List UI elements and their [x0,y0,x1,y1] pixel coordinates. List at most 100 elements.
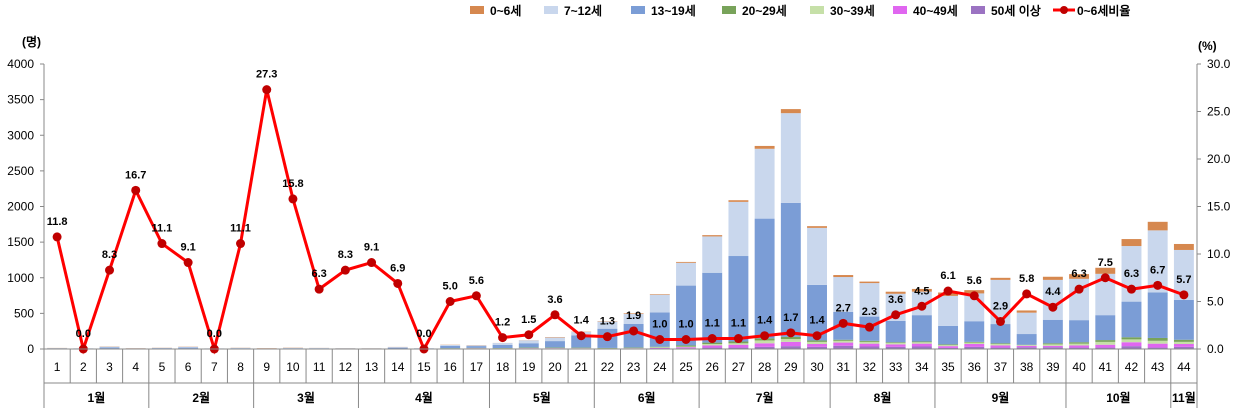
x-tick-label: 27 [732,360,746,374]
bar-segment-30~39세 [964,342,985,345]
bar-segment-13~19세 [807,284,827,341]
bar-segment-13~19세 [1095,315,1116,341]
x-tick-label: 4 [132,360,139,374]
bar-segment-50세이상 [833,345,854,349]
x-tick-label: 38 [1020,360,1034,374]
legend-label: 40~49세 [913,3,958,18]
ratio-data-label: 1.0 [652,319,667,331]
bar-segment-40~49세 [1069,345,1090,348]
bar-segment-50세이상 [1042,347,1063,349]
bar-segment-0~6세 [859,281,880,284]
ratio-line-path [55,89,1185,355]
bar-segment-20~29세 [938,344,959,346]
bar-segment-7~12세 [807,227,827,285]
bar-segment-7~12세 [492,343,513,345]
bar-segment-7~12세 [833,277,854,312]
ratio-data-label: 5.6 [967,275,982,287]
ratio-data-label: 0.0 [416,328,431,340]
bar-segment-7~12세 [649,294,670,313]
bar-segment-30~39세 [807,341,827,345]
bar-segment-13~19세 [1173,299,1194,340]
bar-segment-13~19세 [911,315,932,342]
axes: 0 500 1000 1500 2000 2500 3000 3500 4000 0.0 5.0 10… [7,57,1230,356]
bar-segment-13~19세 [885,320,906,343]
y-left-axis-label: (명) [22,35,41,49]
bar-segment-30~39세 [728,343,749,345]
ratio-point [707,334,717,344]
ratio-data-label: 0.0 [76,328,91,340]
ratio-data-label: 9.1 [180,242,195,254]
x-tick-label: 15 [417,360,431,374]
bar-segment-0~6세 [885,291,906,294]
y-right-tick-label: 25.0 [1207,105,1231,119]
bar-segment-13~19세 [1069,320,1090,343]
ratio-data-label: 6.3 [1071,268,1086,280]
bar-segment-0~6세 [1147,221,1168,231]
ratio-data-label: 5.8 [1019,273,1034,285]
ratio-data-label: 4.4 [1045,286,1061,298]
bar-segment-50세이상 [885,346,906,349]
bar-segment-7~12세 [859,283,880,317]
bar-segment-13~19세 [545,341,565,348]
ratio-point [236,239,246,249]
x-tick-label: 40 [1072,360,1086,374]
bar-segment-13~19세 [387,347,408,349]
bar-segment-7~12세 [754,148,775,219]
bar-segment-7~12세 [597,321,618,329]
legend-swatch [544,6,558,14]
ratio-data-label: 1.3 [600,316,615,328]
bar-segment-40~49세 [990,345,1011,348]
ratio-data-label: 6.1 [940,270,955,282]
x-tick-label: 11 [313,360,326,374]
legend: 0~6세 7~12세 13~19세 20~29세 30~39세 40~49세 50세 이상 0… [470,3,1130,18]
ratio-point [1153,280,1163,290]
ratio-point [629,326,639,336]
bar-segment-40~49세 [859,343,880,347]
ratio-point [314,284,324,294]
bar-segment-13~19세 [1016,334,1037,345]
x-tick-label: 16 [443,360,457,374]
ratio-point [864,322,874,332]
bar-segment-13~19세 [492,344,513,349]
bar-segment-40~49세 [964,344,985,347]
legend-swatch [810,6,824,14]
x-tick-label: 8 [237,360,244,374]
x-tick-label: 23 [627,360,641,374]
bar-segment-7~12세 [1173,249,1194,300]
ratio-point [1022,289,1032,299]
ratio-data-label: 6.3 [311,268,326,280]
x-tick-label: 13 [365,360,379,374]
legend-label: 0~6세 [490,3,521,18]
ratio-data-label: 2.7 [836,302,851,314]
bar-segment-40~49세 [833,342,854,346]
bar-segment-40~49세 [1147,343,1168,348]
ratio-point [943,286,953,296]
legend-label: 13~19세 [651,3,696,18]
bar-segment-30~39세 [676,346,696,348]
bar-segment-20~29세 [885,342,906,343]
bar-segment-40~49세 [676,347,696,349]
y-right-tick-label: 30.0 [1207,57,1231,71]
bar-segment-20~29세 [1095,340,1116,342]
x-tick-label: 26 [706,360,720,374]
bar-segment-13~19세 [623,323,644,348]
bar-segment-7~12세 [623,314,644,324]
bar-segment-0~6세 [911,288,932,292]
bar-segment-30~39세 [754,340,775,344]
bar-segment-0~6세 [807,226,827,228]
bar-segment-0~6세 [833,275,854,278]
bar-segment-13~19세 [440,346,461,349]
bar-segment-40~49세 [938,346,959,348]
ratio-point [655,335,665,344]
bar-segment-7~12세 [990,279,1011,325]
ratio-data-label: 2.9 [993,300,1008,312]
y-right-tick-label: 5.0 [1207,295,1224,309]
bar-segment-20~29세 [1173,339,1194,342]
x-tick-label: 37 [994,360,1008,374]
bar-segment-0~6세 [1173,243,1194,250]
legend-label: 7~12세 [564,3,602,18]
x-tick-label: 5 [159,360,166,374]
bar-segment-50세이상 [990,347,1011,349]
x-tick-label: 41 [1099,360,1113,374]
bar-segment-50세이상 [1016,347,1037,349]
